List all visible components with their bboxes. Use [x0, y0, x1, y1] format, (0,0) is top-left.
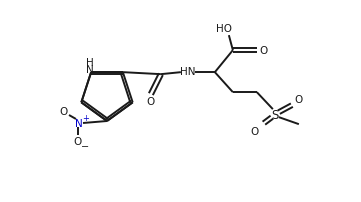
Text: HO: HO	[216, 24, 232, 34]
Text: O: O	[260, 46, 268, 56]
Text: H: H	[86, 58, 94, 68]
Text: O: O	[295, 95, 303, 105]
Text: HN: HN	[180, 67, 196, 77]
Text: O: O	[251, 126, 259, 137]
Text: N: N	[86, 65, 94, 75]
Text: S: S	[271, 108, 279, 121]
Text: N: N	[75, 118, 83, 128]
Text: O: O	[147, 97, 155, 107]
Text: O: O	[59, 106, 67, 116]
Text: +: +	[83, 114, 90, 123]
Text: −: −	[81, 141, 89, 151]
Text: O: O	[73, 136, 81, 146]
